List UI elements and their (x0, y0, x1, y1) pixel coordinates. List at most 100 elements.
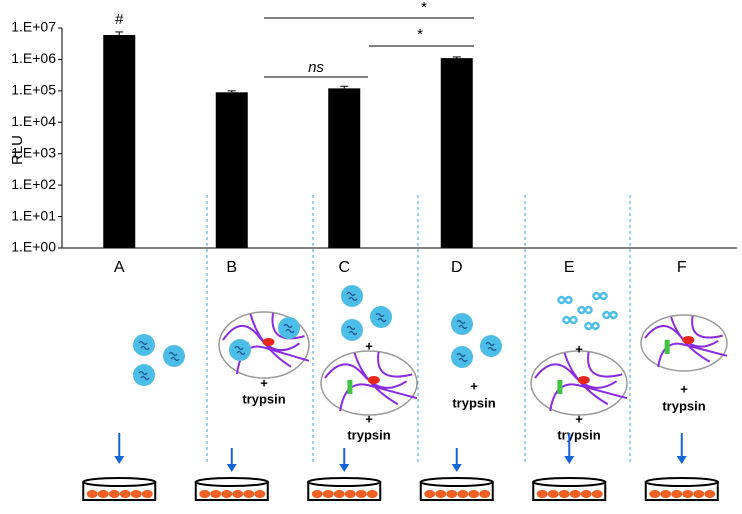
cell (232, 490, 244, 498)
dish-rim (307, 477, 382, 487)
y-tick-label: 1.E+02 (11, 176, 56, 192)
polymer (222, 312, 310, 375)
virus (278, 317, 300, 339)
virus-rna (456, 352, 468, 363)
peptide (664, 340, 670, 354)
enzyme-site (577, 376, 590, 384)
arrow-head (226, 464, 237, 472)
cell (199, 490, 211, 498)
cell (355, 490, 367, 498)
y-tick-label: 1.E+03 (11, 144, 56, 160)
virus-rna (456, 319, 468, 330)
panel-text: trypsin (347, 427, 390, 442)
cell (580, 490, 592, 498)
x-tick-label: E (564, 259, 575, 276)
virus (341, 285, 363, 307)
virus-rna (375, 312, 387, 323)
x-tick-label: B (226, 259, 237, 276)
virus-rna (168, 351, 180, 362)
dish-rim (532, 477, 607, 487)
x-tick-label: F (677, 259, 687, 276)
peptide (347, 380, 353, 394)
cell (569, 490, 581, 498)
cell (435, 490, 447, 498)
panel-text: + (260, 375, 268, 390)
cell (210, 490, 222, 498)
cell (254, 490, 266, 498)
y-tick-label: 1.E+01 (11, 207, 56, 223)
cell (344, 490, 356, 498)
cell (704, 490, 716, 498)
virus-rna (234, 345, 246, 356)
x-tick-label: D (451, 259, 463, 276)
panel-text: trypsin (452, 395, 495, 410)
x-tick-label: C (338, 259, 350, 276)
cell (558, 490, 570, 498)
enzyme-site (682, 336, 695, 344)
cell (671, 490, 683, 498)
hydrogel (640, 314, 728, 372)
cell (221, 490, 233, 498)
cell (97, 490, 109, 498)
polymer (324, 351, 418, 412)
cell (591, 490, 603, 498)
error-bar (115, 31, 124, 35)
panel-text: trypsin (662, 398, 705, 413)
cell (366, 490, 378, 498)
annotation: # (115, 11, 124, 28)
virus (451, 313, 473, 335)
virus (341, 319, 363, 341)
bar (440, 58, 473, 249)
cell (446, 490, 458, 498)
cell (536, 490, 548, 498)
annotation: * (421, 0, 427, 16)
dna (556, 295, 574, 305)
y-tick-label: 1.E+04 (11, 113, 56, 129)
virus-rna (346, 291, 358, 302)
bar (328, 88, 361, 248)
cell (547, 490, 559, 498)
cell (660, 490, 672, 498)
error-bar (340, 85, 349, 89)
dish-rim (419, 477, 494, 487)
arrow-head (451, 464, 462, 472)
polymer (644, 315, 728, 368)
annotation: * (417, 26, 423, 43)
cell (693, 490, 705, 498)
y-axis-label: RLU (9, 135, 26, 165)
virus-rna (138, 370, 150, 381)
enzyme-site (367, 376, 380, 384)
peptide (557, 380, 563, 394)
x-tick-label: A (114, 259, 125, 276)
error-bar (452, 56, 461, 59)
y-tick-label: 1.E+05 (11, 82, 56, 98)
dish-rim (194, 477, 269, 487)
virus (370, 306, 392, 328)
arrow-head (564, 456, 575, 464)
y-tick-label: 1.E+00 (11, 239, 56, 255)
cell (468, 490, 480, 498)
dish-rim (82, 477, 157, 487)
cell (311, 490, 323, 498)
hydrogel (320, 350, 418, 416)
bar (215, 92, 248, 249)
dna (601, 310, 619, 320)
dna (576, 305, 594, 315)
y-tick-label: 1.E+07 (11, 19, 56, 35)
bar (103, 34, 136, 249)
cell (457, 490, 469, 498)
virus (133, 364, 155, 386)
cell (424, 490, 436, 498)
virus-rna (283, 323, 295, 334)
y-tick-label: 1.E+06 (11, 50, 56, 66)
polymer (534, 351, 628, 412)
panel-text: + (365, 411, 373, 426)
cell (243, 490, 255, 498)
dna (583, 321, 601, 331)
virus (133, 334, 155, 356)
enzyme-site (262, 338, 275, 346)
virus (229, 339, 251, 361)
annotation: ns (308, 59, 324, 76)
panel-text: + (680, 381, 688, 396)
